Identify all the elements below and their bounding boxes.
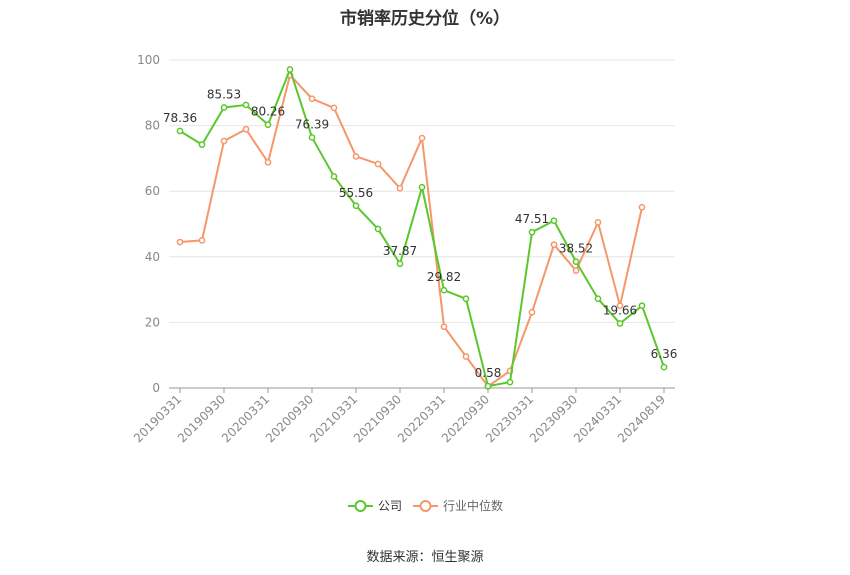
data-label: 85.53 [207, 87, 241, 101]
data-point-industry-median [550, 241, 558, 249]
data-point-industry-median [440, 323, 448, 331]
data-label: 47.51 [515, 212, 549, 226]
data-point-industry-median [264, 158, 272, 166]
data-point-company [176, 127, 184, 135]
data-point-industry-median [528, 308, 536, 316]
data-point-company [396, 260, 404, 268]
data-label: 6.36 [651, 347, 678, 361]
data-point-industry-median [308, 95, 316, 103]
data-point-industry-median [374, 160, 382, 168]
legend-label-industry-median: 行业中位数 [443, 498, 503, 513]
data-point-company [506, 378, 514, 386]
data-point-industry-median [330, 104, 338, 112]
data-point-company [352, 202, 360, 210]
data-point-industry-median [352, 153, 360, 160]
data-point-company [374, 225, 382, 233]
legend-label-company: 公司 [378, 499, 402, 513]
data-point-company [440, 286, 448, 294]
data-point-company [330, 173, 338, 180]
data-point-company [242, 101, 250, 109]
data-point-industry-median [572, 267, 580, 274]
data-point-company [528, 228, 536, 236]
data-label: 78.36 [163, 111, 197, 125]
data-source: 数据来源：恒生聚源 [366, 550, 484, 565]
legend-marker-industry-median [419, 500, 432, 512]
data-point-industry-median [242, 125, 250, 133]
data-point-industry-median [616, 302, 624, 310]
data-point-company [484, 382, 492, 390]
y-tick-label: 100 [137, 53, 160, 67]
data-point-company [616, 320, 624, 327]
data-point-company [462, 295, 470, 303]
data-label: 0.58 [475, 366, 502, 380]
data-point-company [594, 295, 602, 303]
y-tick-label: 40 [145, 250, 160, 264]
data-point-industry-median [396, 184, 404, 192]
data-point-company [220, 104, 228, 111]
data-label: 19.66 [603, 304, 637, 318]
data-point-industry-median [594, 219, 602, 226]
data-label: 55.56 [339, 186, 373, 200]
data-point-company [198, 141, 206, 148]
y-tick-label: 0 [152, 381, 160, 395]
data-point-company [264, 121, 272, 129]
x-tick-label: 20240819 [615, 392, 668, 445]
y-tick-label: 20 [145, 315, 160, 329]
y-tick-label: 80 [145, 119, 160, 133]
data-label: 38.52 [559, 242, 593, 256]
data-label: 37.87 [383, 244, 417, 258]
data-point-industry-median [462, 353, 470, 360]
y-tick-label: 60 [145, 184, 160, 198]
data-point-industry-median [176, 238, 184, 246]
data-point-company [308, 134, 316, 141]
data-point-company [550, 217, 558, 225]
data-point-company [418, 183, 426, 191]
data-point-company [638, 302, 646, 310]
data-label: 76.39 [295, 117, 329, 131]
data-label: 29.82 [427, 270, 461, 284]
data-point-industry-median [418, 134, 426, 142]
series-line-industry-median [179, 74, 643, 388]
data-point-company [286, 66, 294, 73]
chart-title: 市销率历史分位（%） [339, 9, 511, 29]
legend-marker-company [354, 500, 367, 512]
data-point-company [572, 258, 580, 266]
data-label: 80.26 [251, 105, 285, 119]
data-point-company [660, 363, 668, 371]
data-point-industry-median [220, 137, 228, 145]
data-point-industry-median [638, 203, 646, 211]
data-point-industry-median [198, 237, 206, 244]
